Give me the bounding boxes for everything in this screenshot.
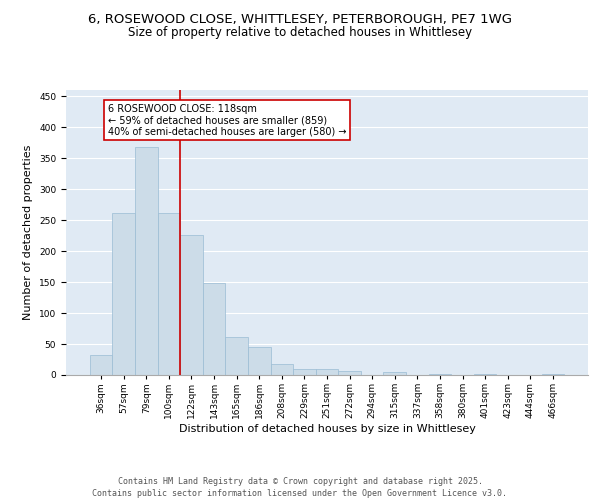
Text: Contains HM Land Registry data © Crown copyright and database right 2025.
Contai: Contains HM Land Registry data © Crown c… — [92, 476, 508, 498]
Bar — [542, 374, 564, 375]
Bar — [338, 370, 361, 375]
Bar — [226, 337, 248, 375]
Bar — [474, 374, 496, 375]
Text: 6, ROSEWOOD CLOSE, WHITTLESEY, PETERBOROUGH, PE7 1WG: 6, ROSEWOOD CLOSE, WHITTLESEY, PETERBORO… — [88, 12, 512, 26]
Bar — [180, 235, 203, 375]
Text: 6 ROSEWOOD CLOSE: 118sqm
← 59% of detached houses are smaller (859)
40% of semi-: 6 ROSEWOOD CLOSE: 118sqm ← 59% of detach… — [108, 104, 346, 137]
Bar — [428, 374, 451, 375]
Bar — [90, 355, 112, 375]
Bar — [271, 364, 293, 375]
Bar — [112, 212, 135, 375]
Bar — [383, 372, 406, 375]
X-axis label: Distribution of detached houses by size in Whittlesey: Distribution of detached houses by size … — [179, 424, 475, 434]
Bar — [248, 347, 271, 375]
Y-axis label: Number of detached properties: Number of detached properties — [23, 145, 34, 320]
Bar — [316, 369, 338, 375]
Bar — [203, 284, 226, 375]
Text: Size of property relative to detached houses in Whittlesey: Size of property relative to detached ho… — [128, 26, 472, 39]
Bar — [135, 147, 158, 375]
Bar — [293, 369, 316, 375]
Bar — [158, 212, 180, 375]
